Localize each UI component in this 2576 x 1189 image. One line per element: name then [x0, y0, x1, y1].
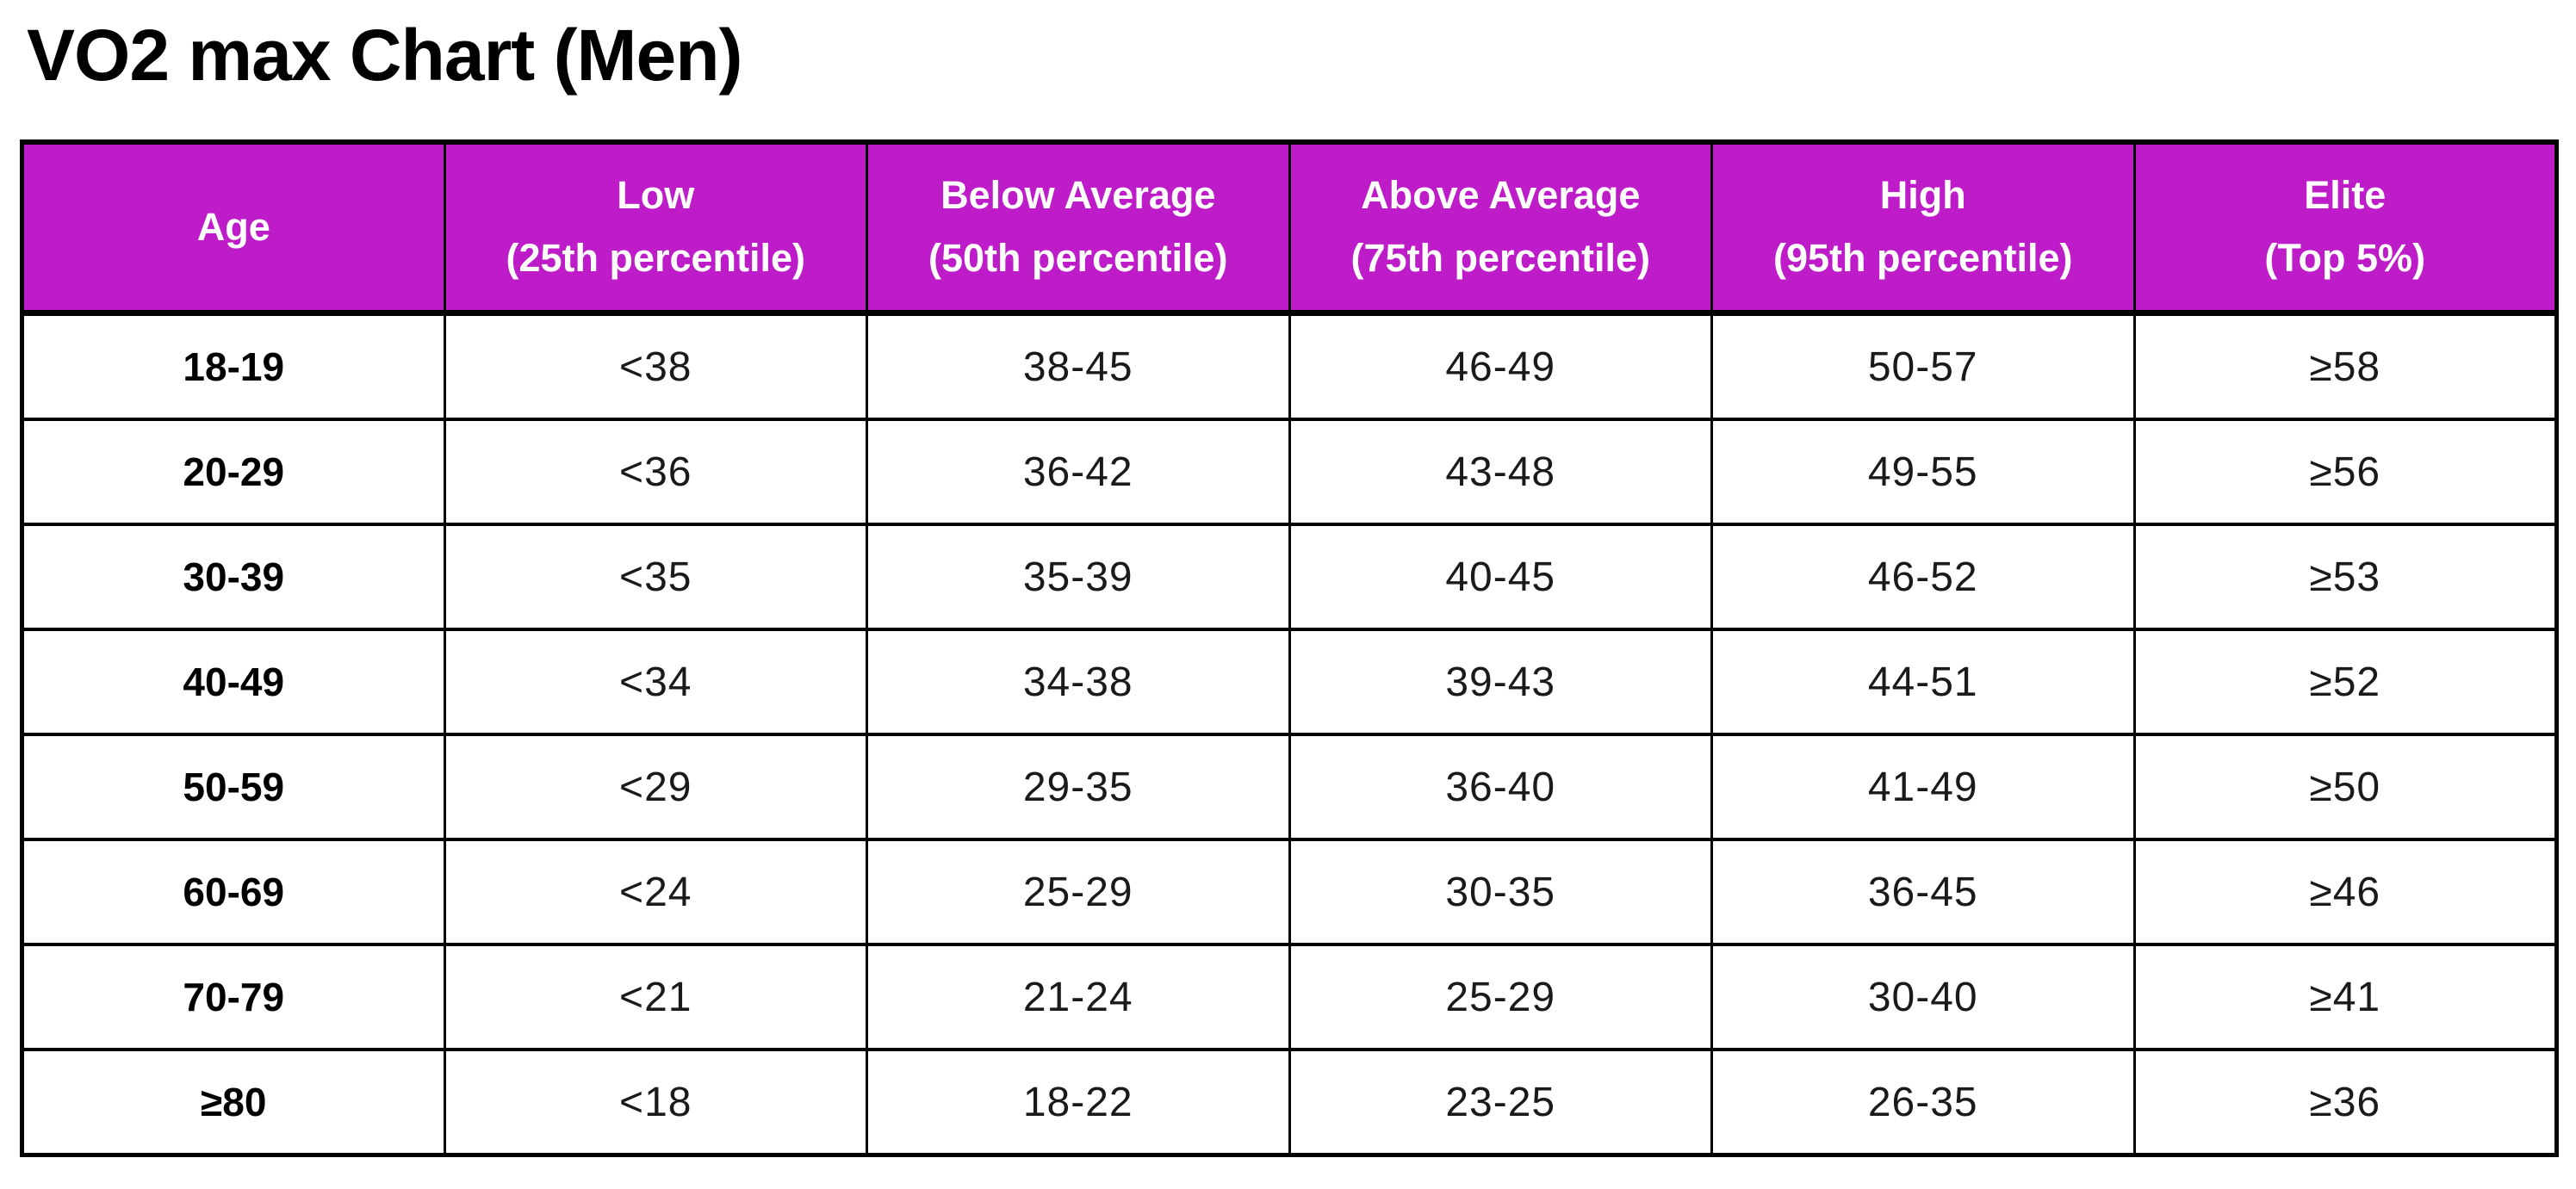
value-cell: 36-42 [866, 418, 1291, 526]
value-cell: <36 [443, 418, 868, 526]
column-header-sublabel: (75th percentile) [1350, 236, 1651, 280]
age-cell: 50-59 [21, 733, 446, 841]
column-header-sublabel: (Top 5%) [2264, 236, 2426, 280]
age-cell: 60-69 [21, 838, 446, 946]
value-cell: <34 [443, 628, 868, 736]
header-row: Age Low (25th percentile) Below Average … [21, 139, 2558, 316]
table-row: 20-29 <36 36-42 43-48 49-55 ≥56 [21, 418, 2558, 526]
column-header-age: Age [21, 139, 446, 316]
value-cell: ≥56 [2132, 418, 2558, 526]
age-cell: 70-79 [21, 943, 446, 1051]
age-cell: ≥80 [21, 1048, 446, 1157]
age-cell: 20-29 [21, 418, 446, 526]
age-cell: 18-19 [21, 311, 446, 421]
table-row: 18-19 <38 38-45 46-49 50-57 ≥58 [21, 311, 2558, 421]
value-cell: ≥36 [2132, 1048, 2558, 1157]
column-header-label: High [1879, 173, 1966, 218]
value-cell: ≥50 [2132, 733, 2558, 841]
value-cell: ≥41 [2132, 943, 2558, 1051]
table-row: ≥80 <18 18-22 23-25 26-35 ≥36 [21, 1048, 2558, 1157]
column-header-above-average: Above Average (75th percentile) [1288, 139, 1713, 316]
value-cell: 39-43 [1288, 628, 1713, 736]
column-header-below-average: Below Average (50th percentile) [866, 139, 1291, 316]
value-cell: 44-51 [1710, 628, 2136, 736]
value-cell: <38 [443, 311, 868, 421]
table-header: Age Low (25th percentile) Below Average … [21, 139, 2558, 316]
column-header-low: Low (25th percentile) [443, 139, 868, 316]
table-row: 30-39 <35 35-39 40-45 46-52 ≥53 [21, 523, 2558, 631]
value-cell: 38-45 [866, 311, 1291, 421]
value-cell: 46-52 [1710, 523, 2136, 631]
value-cell: 25-29 [1288, 943, 1713, 1051]
value-cell: 30-35 [1288, 838, 1713, 946]
value-cell: ≥52 [2132, 628, 2558, 736]
table-row: 40-49 <34 34-38 39-43 44-51 ≥52 [21, 628, 2558, 736]
value-cell: <21 [443, 943, 868, 1051]
page-title: VO2 max Chart (Men) [27, 15, 743, 96]
column-header-elite: Elite (Top 5%) [2132, 139, 2558, 316]
value-cell: <35 [443, 523, 868, 631]
value-cell: 49-55 [1710, 418, 2136, 526]
value-cell: 36-40 [1288, 733, 1713, 841]
age-cell: 40-49 [21, 628, 446, 736]
value-cell: ≥46 [2132, 838, 2558, 946]
value-cell: 35-39 [866, 523, 1291, 631]
column-header-high: High (95th percentile) [1710, 139, 2136, 316]
vo2-max-table: Age Low (25th percentile) Below Average … [20, 139, 2559, 1157]
table-row: 70-79 <21 21-24 25-29 30-40 ≥41 [21, 943, 2558, 1051]
column-header-label: Age [196, 204, 270, 249]
column-header-label: Below Average [940, 173, 1216, 218]
column-header-sublabel: (50th percentile) [928, 236, 1228, 280]
table-row: 60-69 <24 25-29 30-35 36-45 ≥46 [21, 838, 2558, 946]
value-cell: 36-45 [1710, 838, 2136, 946]
value-cell: <18 [443, 1048, 868, 1157]
column-header-label: Low [617, 173, 695, 218]
value-cell: ≥53 [2132, 523, 2558, 631]
value-cell: <29 [443, 733, 868, 841]
value-cell: 34-38 [866, 628, 1291, 736]
value-cell: 40-45 [1288, 523, 1713, 631]
value-cell: 26-35 [1710, 1048, 2136, 1157]
value-cell: 25-29 [866, 838, 1291, 946]
value-cell: <24 [443, 838, 868, 946]
column-header-label: Elite [2304, 173, 2387, 218]
value-cell: 23-25 [1288, 1048, 1713, 1157]
value-cell: 41-49 [1710, 733, 2136, 841]
column-header-sublabel: (25th percentile) [506, 236, 806, 280]
value-cell: 46-49 [1288, 311, 1713, 421]
table-row: 50-59 <29 29-35 36-40 41-49 ≥50 [21, 733, 2558, 841]
column-header-label: Above Average [1361, 173, 1641, 218]
value-cell: 50-57 [1710, 311, 2136, 421]
table-body: 18-19 <38 38-45 46-49 50-57 ≥58 20-29 <3… [21, 311, 2558, 1157]
value-cell: 29-35 [866, 733, 1291, 841]
value-cell: ≥58 [2132, 311, 2558, 421]
value-cell: 30-40 [1710, 943, 2136, 1051]
age-cell: 30-39 [21, 523, 446, 631]
column-header-sublabel: (95th percentile) [1772, 236, 2073, 280]
value-cell: 43-48 [1288, 418, 1713, 526]
value-cell: 18-22 [866, 1048, 1291, 1157]
value-cell: 21-24 [866, 943, 1291, 1051]
